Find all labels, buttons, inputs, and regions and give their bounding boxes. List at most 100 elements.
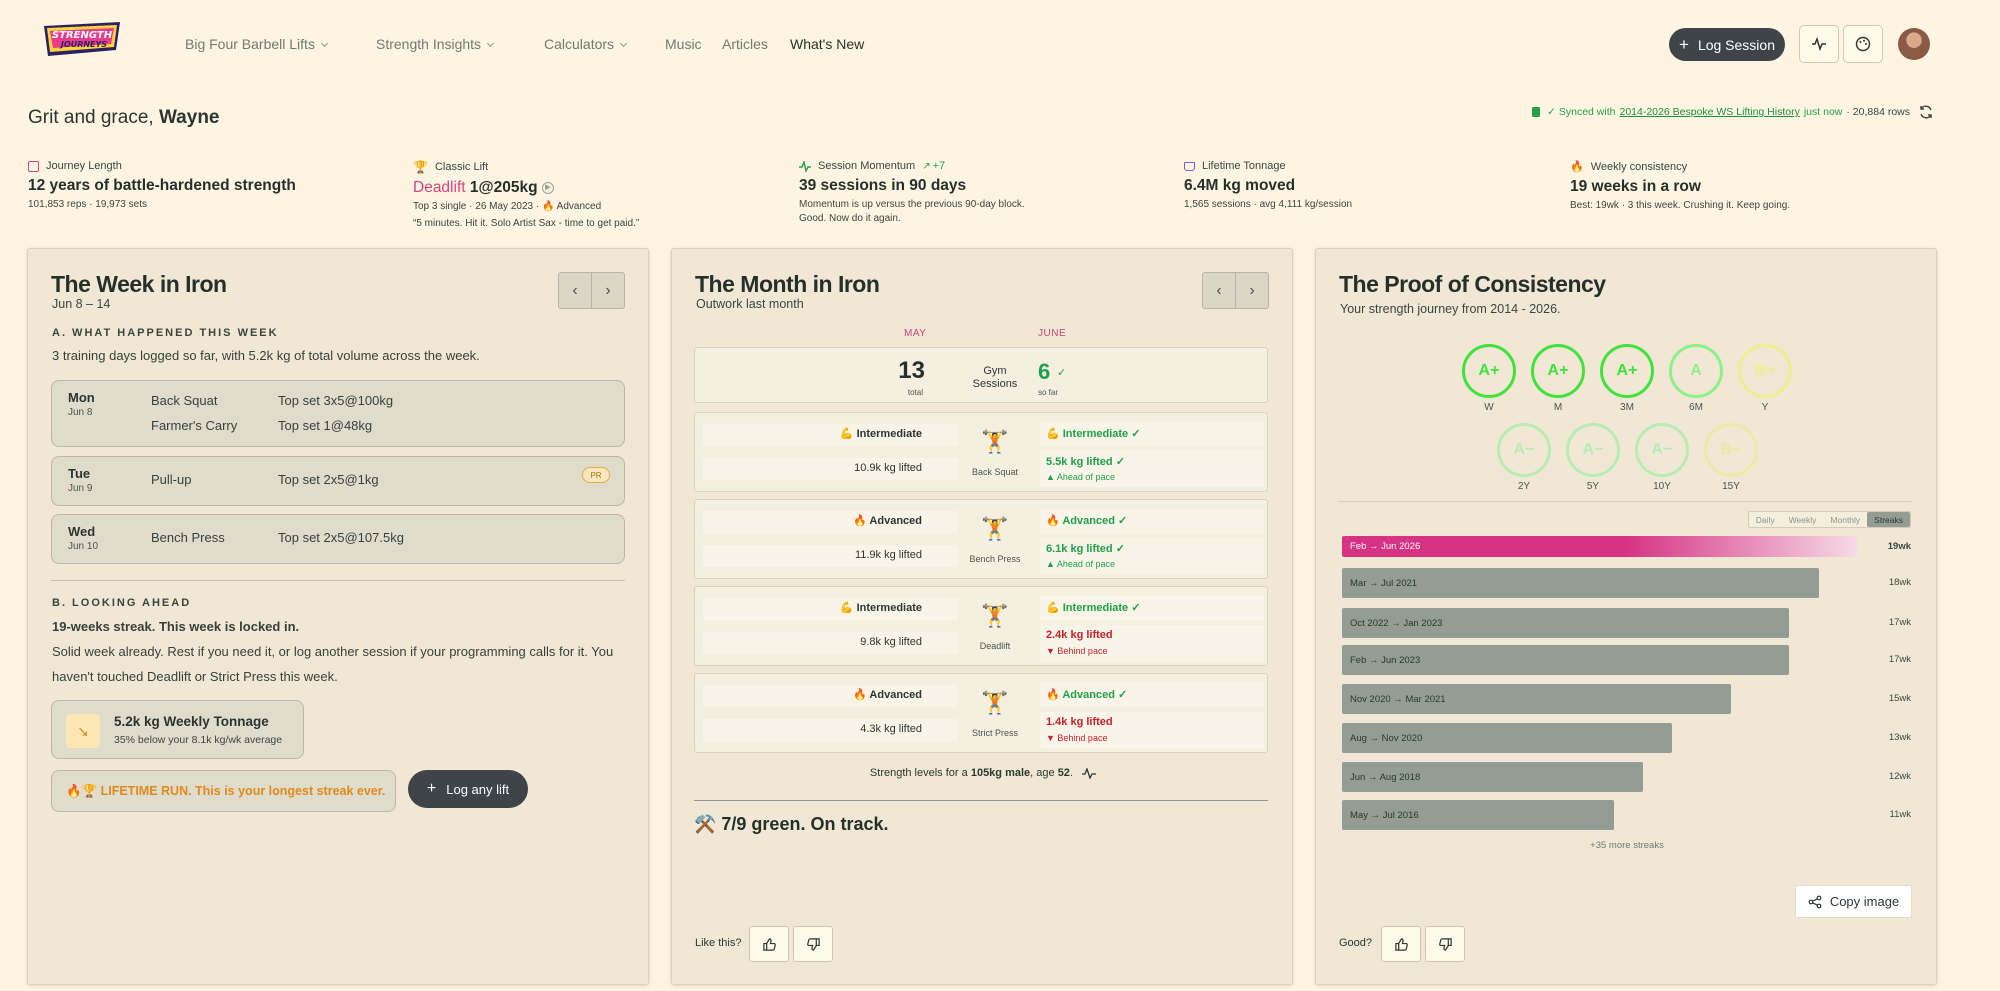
streak-bar[interactable]: Nov 2020 → Mar 2021 [1342, 684, 1731, 714]
streak-bar[interactable]: Jun → Aug 2018 [1342, 762, 1643, 792]
grade-ring[interactable]: A+ [1531, 344, 1585, 398]
lift-figure-icon: 🏋️ [981, 516, 1009, 541]
nav-strength-insights[interactable]: Strength Insights [376, 36, 495, 52]
next-month-button[interactable]: › [1249, 281, 1255, 299]
stat-weekly-consistency: 🔥 Weekly consistency 19 weeks in a row Be… [1570, 160, 1791, 212]
day-row[interactable]: Tue Jun 9 Pull-up Top set 2x5@1kg PR [51, 456, 625, 506]
flame-icon: 🔥 [1570, 161, 1584, 173]
week-pager: ‹ › [558, 272, 625, 309]
anvil-icon [1184, 161, 1195, 171]
tab-daily[interactable]: Daily [1755, 514, 1775, 525]
palette-icon [1855, 36, 1871, 52]
trend-up-icon: ↗ [922, 160, 931, 172]
streak-bar[interactable]: May → Jul 2016 [1342, 800, 1614, 830]
activity-icon [1812, 36, 1826, 52]
tab-monthly[interactable]: Monthly [1830, 514, 1861, 525]
streak-bar[interactable]: Feb → Jun 2026 [1342, 536, 1857, 557]
grade-period-label: 2Y [1517, 481, 1531, 492]
streak-length: 19wk [1887, 541, 1911, 552]
chevron-down-icon [487, 39, 495, 48]
column-header-prev: MAY [904, 328, 927, 339]
grade-ring[interactable]: A− [1635, 423, 1689, 477]
streak-bar[interactable]: Aug → Nov 2020 [1342, 723, 1672, 753]
play-icon[interactable]: ▶ [541, 181, 554, 194]
thumbs-down-icon [806, 937, 820, 951]
tab-weekly[interactable]: Weekly [1788, 514, 1817, 525]
activity-button[interactable] [1799, 25, 1839, 63]
month-pager: ‹ › [1202, 272, 1269, 309]
activity-icon [799, 160, 811, 172]
divider [1338, 501, 1912, 502]
log-session-button[interactable]: + Log Session [1669, 28, 1785, 61]
month-subtitle: Outwork last month [696, 297, 804, 311]
thumbs-up-button[interactable] [749, 926, 789, 962]
grade-period-label: 3M [1620, 402, 1634, 413]
share-icon [1808, 895, 1822, 908]
stat-classic-lift: 🏆 Classic Lift Deadlift 1@205kg ▶ Top 3 s… [413, 160, 640, 229]
streak-line: 19-weeks streak. This week is locked in. [52, 619, 300, 634]
weekly-tonnage-card: ↘ 5.2k kg Weekly Tonnage 35% below your … [51, 700, 304, 759]
svg-text:JOURNEYS: JOURNEYS [59, 40, 107, 49]
refresh-icon[interactable] [1918, 104, 1934, 120]
day-row[interactable]: Mon Jun 8 Back Squat Top set 3x5@100kg F… [51, 380, 625, 447]
feedback-label: Good? [1339, 937, 1373, 949]
month-in-iron-panel: The Month in Iron Outwork last month ‹ ›… [671, 248, 1293, 985]
streak-bar[interactable]: Feb → Jun 2023 [1342, 645, 1789, 675]
section-heading: B. LOOKING AHEAD [52, 597, 192, 609]
grade-period-label: 10Y [1653, 481, 1671, 492]
thumbs-up-icon [762, 937, 776, 951]
copy-image-button[interactable]: Copy image [1795, 885, 1912, 918]
sheet-link[interactable]: 2014-2026 Bespoke WS Lifting History [1619, 106, 1800, 118]
tab-streaks[interactable]: Streaks [1867, 512, 1910, 527]
streak-length: 15wk [1888, 693, 1911, 704]
day-row[interactable]: Wed Jun 10 Bench Press Top set 2x5@107.5… [51, 514, 625, 564]
grade-ring[interactable]: B+ [1704, 423, 1758, 477]
calendar-icon [28, 160, 39, 172]
streak-bar[interactable]: Mar → Jul 2021 [1342, 568, 1819, 598]
theme-button[interactable] [1843, 25, 1883, 63]
prev-week-button[interactable]: ‹ [559, 273, 592, 308]
streak-bar[interactable]: Oct 2022 → Jan 2023 [1342, 608, 1789, 638]
prev-month-button[interactable]: ‹ [1203, 273, 1236, 308]
trophy-icon: 🏆 [413, 160, 428, 174]
panel-title: The Proof of Consistency [1339, 271, 1606, 297]
grade-period-label: 5Y [1586, 481, 1600, 492]
nav-calculators[interactable]: Calculators [544, 36, 628, 52]
week-in-iron-panel: The Week in Iron Jun 8 – 14 ‹ › A. WHAT … [27, 248, 649, 985]
streak-length: 17wk [1888, 654, 1911, 665]
chevron-down-icon [619, 39, 628, 48]
thumbs-up-button[interactable] [1381, 926, 1421, 962]
streak-length: 17wk [1888, 617, 1911, 628]
month-verdict: ⚒️ 7/9 green. On track. [694, 814, 889, 834]
strength-journeys-logo[interactable]: STRENGTH JOURNEYS [40, 20, 124, 58]
user-avatar[interactable] [1898, 28, 1930, 60]
nav-articles[interactable]: Articles [722, 36, 768, 52]
sessions-row: 13 total Gym Sessions 6 ✓ so far [694, 347, 1268, 403]
lifetime-run-badge: 🔥🏆 LIFETIME RUN. This is your longest st… [51, 770, 396, 812]
next-week-button[interactable]: › [605, 281, 611, 299]
lift-comparison-row: 🔥 Advanced 4.3k kg lifted 🏋️ Strict Press 🔥 … [694, 673, 1268, 753]
proof-subtitle: Your strength journey from 2014 - 2026. [1340, 302, 1561, 316]
stat-lifetime-tonnage: Lifetime Tonnage 6.4M kg moved 1,565 ses… [1184, 160, 1353, 210]
thumbs-down-button[interactable] [793, 926, 833, 962]
grade-ring[interactable]: A− [1497, 423, 1551, 477]
grade-ring[interactable]: A+ [1462, 344, 1516, 398]
thumbs-down-button[interactable] [1425, 926, 1465, 962]
log-any-lift-button[interactable]: + Log any lift [408, 770, 528, 808]
feedback-label: Like this? [695, 937, 742, 949]
grade-ring[interactable]: A− [1566, 423, 1620, 477]
grade-ring[interactable]: A [1669, 344, 1723, 398]
greeting: Grit and grace, Wayne [28, 107, 220, 128]
streak-length: 18wk [1888, 577, 1911, 588]
grade-ring[interactable]: B+ [1738, 344, 1792, 398]
grade-ring[interactable]: A+ [1600, 344, 1654, 398]
svg-text:STRENGTH: STRENGTH [52, 30, 113, 41]
nav-whats-new[interactable]: What's New [790, 36, 865, 52]
grade-period-label: 15Y [1722, 481, 1740, 492]
proof-of-consistency-panel: The Proof of Consistency Your strength j… [1315, 248, 1937, 985]
strength-levels-note: Strength levels for a 105kg male, age 52… [672, 766, 1294, 780]
nav-big-four[interactable]: Big Four Barbell Lifts [185, 36, 328, 52]
lift-figure-icon: 🏋️ [981, 690, 1009, 715]
lift-figure-icon: 🏋️ [981, 429, 1009, 454]
nav-music[interactable]: Music [665, 36, 702, 52]
